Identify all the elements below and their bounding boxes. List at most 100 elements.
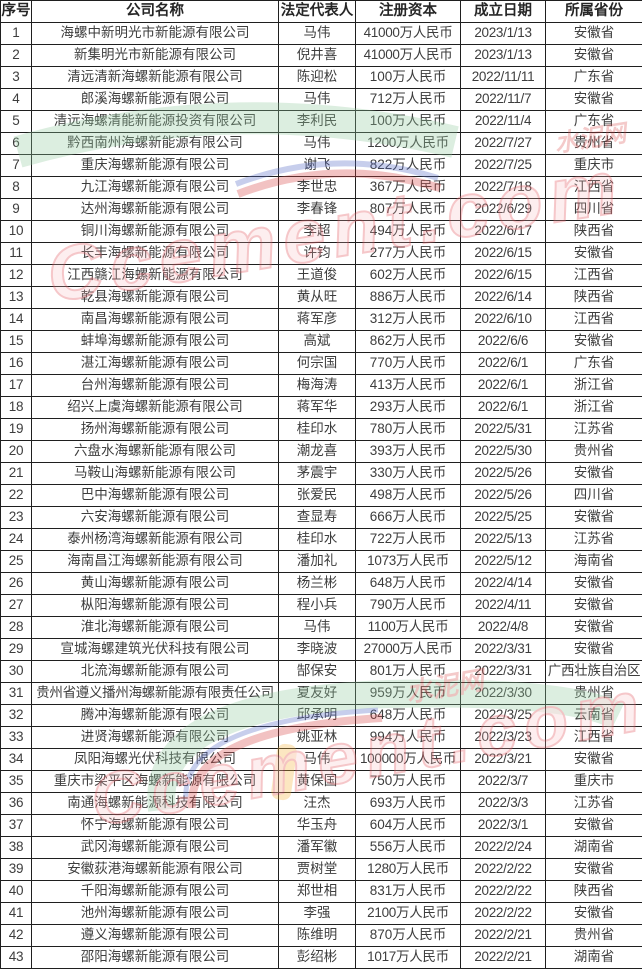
- company-name-cell: 贵州省遵义播州海螺新能源有限责任公司: [31, 682, 279, 705]
- row-index-cell: 22: [0, 484, 32, 507]
- row-index-cell: 9: [0, 198, 32, 221]
- row-index-cell: 20: [0, 440, 32, 463]
- founded-date-cell: 2022/5/25: [460, 506, 546, 529]
- row-index-cell: 4: [0, 88, 32, 111]
- company-name-cell: 腾冲海螺新能源有限公司: [31, 704, 279, 727]
- company-name-cell: 九江海螺新能源有限公司: [31, 176, 279, 199]
- company-name-cell: 邵阳海螺新能源有限公司: [31, 946, 279, 969]
- registered-capital-cell: 693万人民币: [355, 792, 461, 815]
- table-row: 16 湛江海螺新能源有限公司 何宗国 770万人民币 2022/6/1 广东省: [0, 352, 642, 375]
- province-cell: 安徽省: [545, 748, 642, 771]
- table-row: 35 重庆市梁平区海螺新能源有限公司 黄保国 750万人民币 2022/3/7 重庆市: [0, 770, 642, 793]
- registered-capital-cell: 780万人民币: [355, 418, 461, 441]
- province-cell: 浙江省: [545, 396, 642, 419]
- registered-capital-cell: 790万人民币: [355, 594, 461, 617]
- registered-capital-cell: 100万人民币: [355, 110, 461, 133]
- company-name-cell: 达州海螺新能源有限公司: [31, 198, 279, 221]
- company-name-cell: 海螺中新明光市新能源有限公司: [31, 22, 279, 45]
- company-name-cell: 重庆海螺新能源有限公司: [31, 154, 279, 177]
- table-row: 7 重庆海螺新能源有限公司 谢飞 822万人民币 2022/7/25 重庆市: [0, 154, 642, 177]
- registered-capital-cell: 330万人民币: [355, 462, 461, 485]
- legal-rep-cell: 桂印水: [278, 418, 356, 441]
- row-index-cell: 43: [0, 946, 32, 969]
- legal-rep-cell: 谢飞: [278, 154, 356, 177]
- province-cell: 陕西省: [545, 220, 642, 243]
- table-row: 21 马鞍山海螺新能源有限公司 茅震宇 330万人民币 2022/5/26 安徽省: [0, 462, 642, 485]
- legal-rep-cell: 倪井喜: [278, 44, 356, 67]
- registered-capital-cell: 648万人民币: [355, 572, 461, 595]
- founded-date-cell: 2022/5/13: [460, 528, 546, 551]
- column-header-no: 序号: [0, 0, 32, 23]
- registered-capital-cell: 886万人民币: [355, 286, 461, 309]
- province-cell: 江苏省: [545, 528, 642, 551]
- province-cell: 陕西省: [545, 880, 642, 903]
- founded-date-cell: 2022/11/7: [460, 88, 546, 111]
- table-row: 41 池州海螺新能源有限公司 李强 2100万人民币 2022/2/22 安徽省: [0, 902, 642, 925]
- table-row: 4 郎溪海螺新能源有限公司 马伟 712万人民币 2022/11/7 安徽省: [0, 88, 642, 111]
- company-name-cell: 海南昌江海螺新能源有限公司: [31, 550, 279, 573]
- province-cell: 江西省: [545, 264, 642, 287]
- column-header-date: 成立日期: [460, 0, 546, 23]
- row-index-cell: 41: [0, 902, 32, 925]
- registered-capital-cell: 750万人民币: [355, 770, 461, 793]
- company-name-cell: 北流海螺新能源有限公司: [31, 660, 279, 683]
- row-index-cell: 11: [0, 242, 32, 265]
- row-index-cell: 33: [0, 726, 32, 749]
- legal-rep-cell: 李春锋: [278, 198, 356, 221]
- province-cell: 江西省: [545, 726, 642, 749]
- registered-capital-cell: 870万人民币: [355, 924, 461, 947]
- table-row: 8 九江海螺新能源有限公司 李世忠 367万人民币 2022/7/18 江西省: [0, 176, 642, 199]
- province-cell: 重庆市: [545, 154, 642, 177]
- province-cell: 安徽省: [545, 572, 642, 595]
- province-cell: 浙江省: [545, 374, 642, 397]
- registered-capital-cell: 602万人民币: [355, 264, 461, 287]
- row-index-cell: 31: [0, 682, 32, 705]
- registered-capital-cell: 312万人民币: [355, 308, 461, 331]
- company-name-cell: 湛江海螺新能源有限公司: [31, 352, 279, 375]
- row-index-cell: 28: [0, 616, 32, 639]
- founded-date-cell: 2022/3/3: [460, 792, 546, 815]
- registered-capital-cell: 648万人民币: [355, 704, 461, 727]
- province-cell: 安徽省: [545, 242, 642, 265]
- company-name-cell: 枞阳海螺新能源有限公司: [31, 594, 279, 617]
- founded-date-cell: 2022/2/21: [460, 946, 546, 969]
- legal-rep-cell: 陈维明: [278, 924, 356, 947]
- registered-capital-cell: 862万人民币: [355, 330, 461, 353]
- registered-capital-cell: 498万人民币: [355, 484, 461, 507]
- row-index-cell: 12: [0, 264, 32, 287]
- company-name-cell: 黄山海螺新能源有限公司: [31, 572, 279, 595]
- company-name-cell: 凤阳海螺光伏科技有限公司: [31, 748, 279, 771]
- legal-rep-cell: 马伟: [278, 748, 356, 771]
- founded-date-cell: 2022/6/17: [460, 220, 546, 243]
- registered-capital-cell: 994万人民币: [355, 726, 461, 749]
- company-name-cell: 江西赣江海螺新能源有限公司: [31, 264, 279, 287]
- founded-date-cell: 2022/7/25: [460, 154, 546, 177]
- row-index-cell: 25: [0, 550, 32, 573]
- legal-rep-cell: 汪杰: [278, 792, 356, 815]
- company-name-cell: 南通海螺新能源科技有限公司: [31, 792, 279, 815]
- row-index-cell: 21: [0, 462, 32, 485]
- registered-capital-cell: 556万人民币: [355, 836, 461, 859]
- province-cell: 广东省: [545, 110, 642, 133]
- company-name-cell: 乾县海螺新能源有限公司: [31, 286, 279, 309]
- row-index-cell: 42: [0, 924, 32, 947]
- founded-date-cell: 2022/11/11: [460, 66, 546, 89]
- founded-date-cell: 2022/5/26: [460, 484, 546, 507]
- row-index-cell: 8: [0, 176, 32, 199]
- legal-rep-cell: 蒋军华: [278, 396, 356, 419]
- row-index-cell: 5: [0, 110, 32, 133]
- founded-date-cell: 2022/5/12: [460, 550, 546, 573]
- company-name-cell: 铜川海螺新能源有限公司: [31, 220, 279, 243]
- table-row: 5 清远海螺清能新能源投资有限公司 李利民 100万人民币 2022/11/4 广东省: [0, 110, 642, 133]
- registered-capital-cell: 494万人民币: [355, 220, 461, 243]
- registered-capital-cell: 100万人民币: [355, 66, 461, 89]
- table-row: 30 北流海螺新能源有限公司 郜保安 801万人民币 2022/3/31 广西壮族自治区: [0, 660, 642, 683]
- legal-rep-cell: 黄从旺: [278, 286, 356, 309]
- table-row: 36 南通海螺新能源科技有限公司 汪杰 693万人民币 2022/3/3 江苏省: [0, 792, 642, 815]
- province-cell: 贵州省: [545, 682, 642, 705]
- table-header: 序号 公司名称 法定代表人 注册资本 成立日期 所属省份: [0, 0, 642, 23]
- founded-date-cell: 2023/1/13: [460, 22, 546, 45]
- legal-rep-cell: 夏友好: [278, 682, 356, 705]
- founded-date-cell: 2022/3/25: [460, 704, 546, 727]
